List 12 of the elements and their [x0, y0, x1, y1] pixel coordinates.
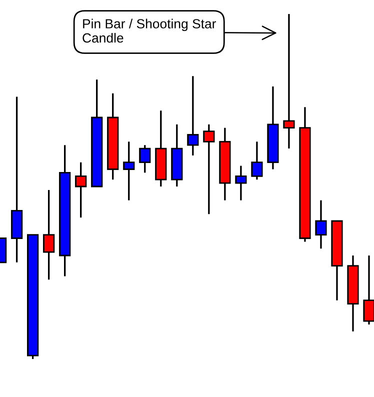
candlestick: [363, 254, 374, 326]
candlestick: [283, 13, 295, 150]
candlestick: [139, 144, 151, 174]
candlestick: [123, 140, 135, 202]
candlestick: [187, 75, 199, 156]
candlestick: [75, 162, 87, 218]
candlestick: [251, 140, 263, 180]
candlestick: [203, 124, 215, 215]
candlestick: [235, 164, 247, 202]
candlestick: [43, 189, 55, 280]
candlestick: [315, 199, 327, 250]
annotation: Pin Bar / Shooting Star Candle: [82, 18, 216, 43]
